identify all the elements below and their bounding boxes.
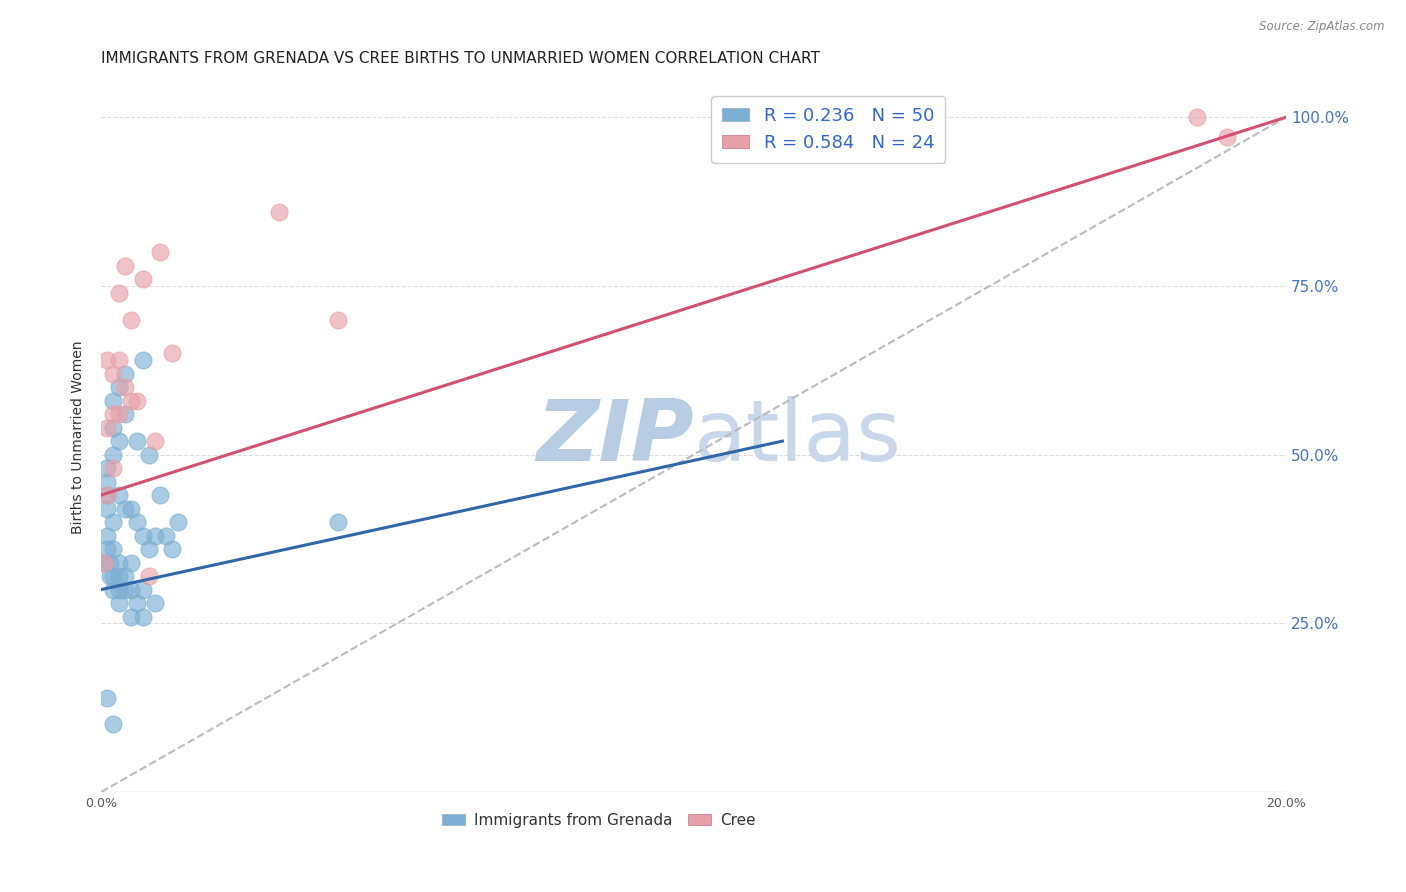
Point bbox=[120, 582, 142, 597]
Point bbox=[101, 717, 124, 731]
Point bbox=[114, 582, 136, 597]
Point bbox=[101, 448, 124, 462]
Point bbox=[131, 582, 153, 597]
Point bbox=[108, 582, 131, 597]
Legend: Immigrants from Grenada, Cree: Immigrants from Grenada, Cree bbox=[436, 806, 762, 834]
Point bbox=[114, 501, 136, 516]
Text: atlas: atlas bbox=[693, 396, 901, 479]
Point bbox=[93, 556, 115, 570]
Point bbox=[131, 609, 153, 624]
Point bbox=[114, 380, 136, 394]
Point bbox=[96, 488, 118, 502]
Point bbox=[1215, 130, 1237, 145]
Text: Source: ZipAtlas.com: Source: ZipAtlas.com bbox=[1260, 20, 1385, 33]
Point bbox=[96, 690, 118, 705]
Point bbox=[101, 542, 124, 557]
Point bbox=[101, 367, 124, 381]
Point bbox=[96, 353, 118, 368]
Point bbox=[125, 515, 148, 529]
Point bbox=[328, 312, 350, 326]
Point bbox=[143, 434, 166, 449]
Point bbox=[267, 204, 290, 219]
Point bbox=[125, 596, 148, 610]
Point bbox=[114, 407, 136, 421]
Point bbox=[108, 488, 131, 502]
Point bbox=[1185, 110, 1208, 124]
Point bbox=[162, 346, 184, 360]
Point bbox=[93, 556, 115, 570]
Point bbox=[155, 528, 177, 542]
Point bbox=[149, 488, 172, 502]
Point bbox=[114, 259, 136, 273]
Point bbox=[138, 448, 160, 462]
Point bbox=[108, 380, 131, 394]
Point bbox=[125, 434, 148, 449]
Point bbox=[101, 407, 124, 421]
Point bbox=[98, 556, 121, 570]
Point bbox=[328, 515, 350, 529]
Point bbox=[101, 461, 124, 475]
Point bbox=[101, 515, 124, 529]
Point bbox=[125, 393, 148, 408]
Point bbox=[98, 569, 121, 583]
Point bbox=[96, 542, 118, 557]
Point bbox=[162, 542, 184, 557]
Point bbox=[167, 515, 190, 529]
Point bbox=[120, 312, 142, 326]
Point bbox=[96, 528, 118, 542]
Text: IMMIGRANTS FROM GRENADA VS CREE BIRTHS TO UNMARRIED WOMEN CORRELATION CHART: IMMIGRANTS FROM GRENADA VS CREE BIRTHS T… bbox=[101, 51, 820, 66]
Point bbox=[96, 501, 118, 516]
Point bbox=[131, 272, 153, 286]
Point bbox=[96, 420, 118, 434]
Point bbox=[101, 420, 124, 434]
Point bbox=[108, 434, 131, 449]
Point bbox=[96, 488, 118, 502]
Point bbox=[138, 569, 160, 583]
Point bbox=[108, 596, 131, 610]
Point bbox=[120, 609, 142, 624]
Point bbox=[149, 245, 172, 260]
Point bbox=[138, 542, 160, 557]
Point bbox=[131, 353, 153, 368]
Point bbox=[114, 367, 136, 381]
Point bbox=[108, 556, 131, 570]
Point bbox=[101, 582, 124, 597]
Point bbox=[131, 528, 153, 542]
Text: ZIP: ZIP bbox=[536, 396, 693, 479]
Point bbox=[96, 475, 118, 489]
Point bbox=[101, 569, 124, 583]
Point bbox=[143, 596, 166, 610]
Point bbox=[114, 569, 136, 583]
Point bbox=[120, 556, 142, 570]
Point bbox=[143, 528, 166, 542]
Point bbox=[108, 569, 131, 583]
Point bbox=[96, 461, 118, 475]
Point bbox=[108, 285, 131, 300]
Point bbox=[101, 393, 124, 408]
Point bbox=[108, 353, 131, 368]
Point bbox=[108, 407, 131, 421]
Point bbox=[120, 393, 142, 408]
Point bbox=[120, 501, 142, 516]
Y-axis label: Births to Unmarried Women: Births to Unmarried Women bbox=[72, 341, 86, 534]
